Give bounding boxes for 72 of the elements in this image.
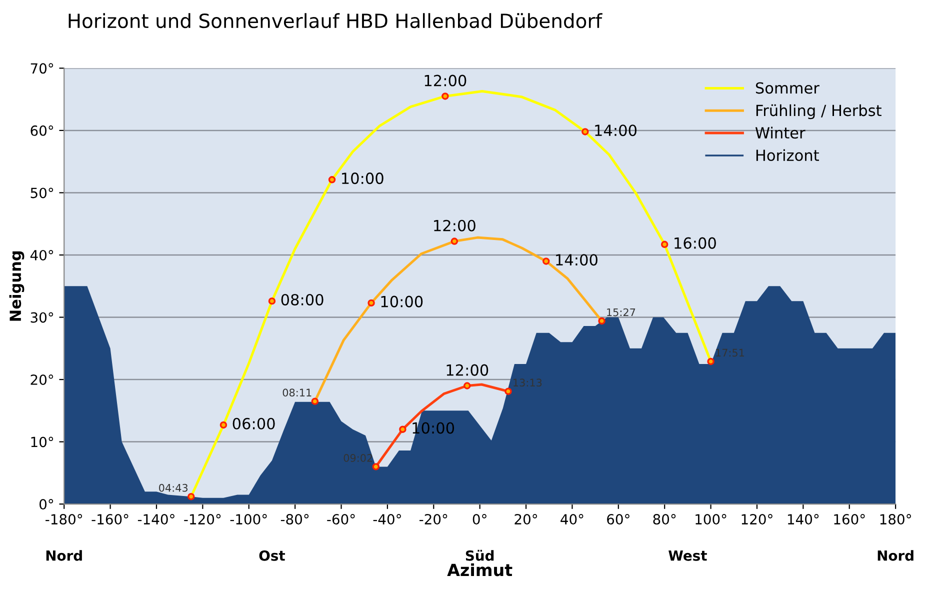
y-tick-label: 30° [30, 312, 54, 323]
point [268, 297, 276, 305]
point [328, 176, 336, 184]
y-tick-label: 70° [30, 63, 54, 74]
y-tick-label: 10° [31, 436, 54, 448]
x-tick-label: -100° [230, 514, 267, 525]
x-tick-label: -180° [46, 514, 82, 525]
x-tick-label: -160° [92, 514, 128, 525]
chart-title: Horizont und Sonnenverlauf HBD Hallenbad Dübendorf [68, 13, 602, 28]
text: West [668, 550, 707, 561]
point [504, 388, 512, 395]
y-tick-label: 20° [30, 374, 54, 385]
text: Ost [259, 550, 286, 561]
point [399, 426, 406, 433]
x-tick-label: 60° [607, 514, 630, 525]
legend-label: Frühling / Herbst [756, 104, 882, 120]
x-tick-label: 40° [560, 514, 584, 525]
text: Nord [878, 550, 914, 561]
x-tick-label: -60° [327, 514, 355, 525]
point [582, 128, 589, 136]
y-tick-label: 50° [30, 188, 54, 198]
annotation: 10:00 [381, 296, 423, 308]
x-tick-label: -140° [138, 514, 174, 525]
point [188, 492, 195, 500]
annotation: 08:00 [281, 294, 324, 306]
annotation: 16:00 [674, 237, 716, 249]
x-tick-label: 20° [514, 514, 538, 525]
legend-label: Horizont [756, 149, 819, 162]
x-axis-title: Azimut [447, 563, 512, 576]
annotation: 13:13 [514, 378, 542, 387]
y-axis-title: Neigung [9, 251, 24, 321]
y-tick-label: 0° [40, 499, 54, 510]
x-tick-label: -120° [184, 514, 221, 525]
point [464, 382, 471, 390]
point [442, 92, 449, 100]
x-tick-label: 180° [880, 514, 911, 525]
annotation: 12:00 [434, 220, 476, 232]
text: Nord [46, 550, 82, 561]
annotation: 17:51 [716, 348, 744, 357]
x-tick-label: 80° [653, 514, 676, 525]
annotation: 06:00 [232, 418, 275, 430]
y-tick-label: 40° [30, 250, 54, 260]
x-tick-label: -80° [280, 514, 309, 525]
annotation: 14:00 [556, 254, 598, 266]
y-tick-label: 60° [30, 125, 54, 136]
annotation: 04:43 [159, 484, 188, 492]
point [372, 463, 380, 470]
point [220, 421, 228, 429]
point [598, 317, 606, 325]
legend-label: Sommer [756, 82, 820, 94]
annotation: 10:00 [342, 172, 384, 184]
x-tick-label: 160° [834, 514, 865, 525]
annotation: 12:00 [424, 74, 466, 86]
legend-label: Winter [755, 126, 806, 139]
annotation: 09:02 [344, 454, 372, 462]
x-tick-label: -20° [420, 514, 448, 525]
point [368, 299, 375, 307]
text: Süd [466, 550, 494, 561]
point [707, 358, 714, 366]
annotation: 14:00 [595, 124, 636, 136]
annotation: 15:27 [607, 308, 636, 316]
x-tick-label: -40° [373, 514, 401, 525]
point [450, 238, 458, 245]
point [542, 258, 550, 265]
x-tick-label: 120° [742, 514, 772, 525]
x-tick-label: 140° [788, 514, 819, 525]
x-tick-label: 100° [696, 514, 726, 525]
x-tick-label: 0° [472, 514, 486, 525]
annotation: 12:00 [446, 364, 488, 376]
point [311, 398, 319, 405]
point [660, 240, 668, 248]
annotation: 08:11 [282, 388, 312, 397]
